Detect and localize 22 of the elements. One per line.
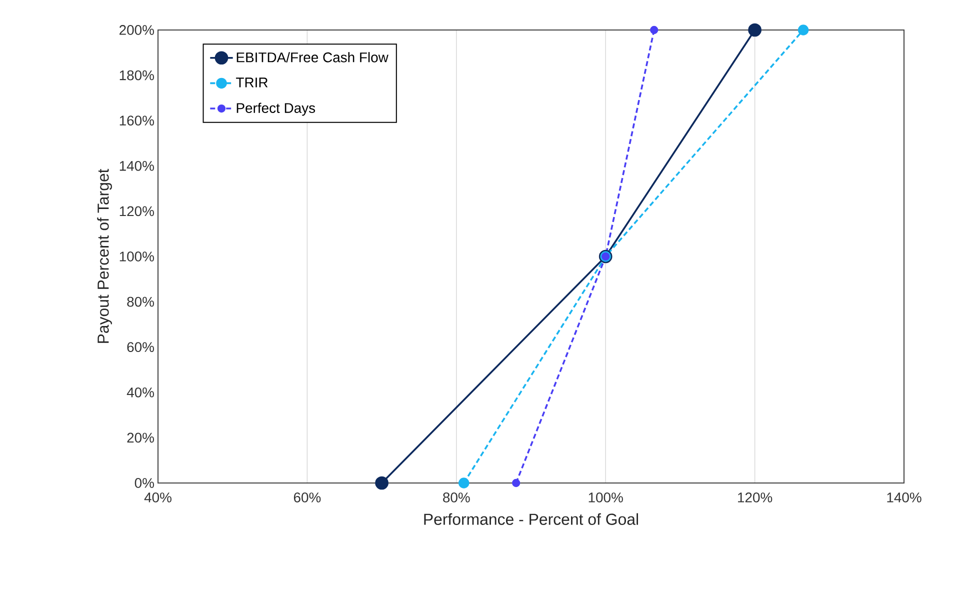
x-tick-label: 40% (144, 492, 172, 502)
y-tick-label: 160% (120, 116, 154, 126)
x-tick-label: 120% (738, 492, 772, 502)
legend-label: Perfect Days (236, 102, 316, 116)
legend-label: TRIR (236, 78, 268, 88)
y-tick-label: 60% (127, 342, 154, 352)
x-tick-label: 140% (887, 492, 922, 502)
legend-label: EBITDA/Free Cash Flow (236, 52, 388, 62)
y-tick-label: 180% (120, 70, 154, 80)
y-axis-title: Payout Percent of Target (97, 168, 112, 343)
x-tick-label: 80% (443, 492, 470, 502)
x-tick-label: 100% (588, 492, 623, 502)
y-tick-label: 200% (120, 25, 154, 35)
y-tick-label: 140% (120, 160, 154, 171)
y-tick-label: 80% (127, 296, 154, 307)
y-tick-label: 0% (134, 478, 154, 488)
x-axis-title: Performance - Percent of Goal (424, 513, 638, 525)
y-tick-label: 100% (120, 252, 154, 262)
y-tick-label: 20% (127, 432, 154, 443)
x-tick-label: 60% (294, 492, 321, 502)
y-tick-label: 40% (126, 387, 154, 398)
y-tick-label: 120% (120, 206, 154, 216)
